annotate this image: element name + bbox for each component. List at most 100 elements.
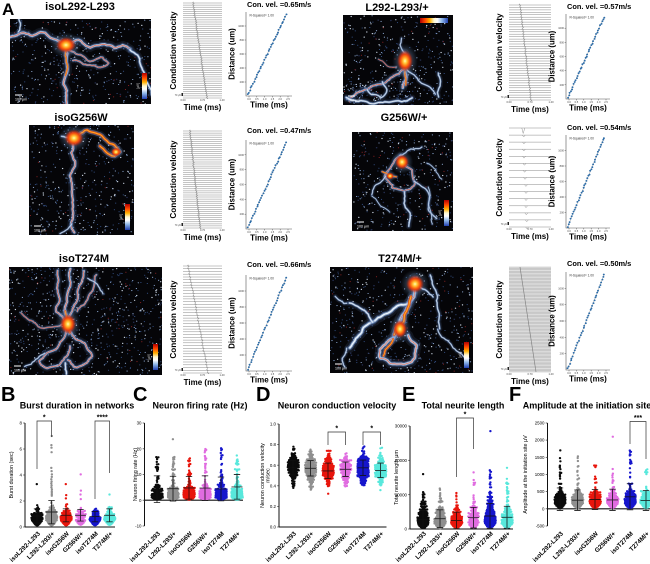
- svg-text:0.0: 0.0: [567, 100, 571, 104]
- svg-text:0.00: 0.00: [180, 98, 186, 102]
- svg-text:Burst duration (sec): Burst duration (sec): [9, 451, 15, 498]
- svg-text:1.40: 1.40: [219, 98, 225, 102]
- svg-text:800: 800: [560, 40, 565, 44]
- svg-text:Time (ms): Time (ms): [250, 101, 288, 110]
- svg-text:[μV]: [μV]: [136, 83, 140, 89]
- svg-text:Conduction velocity: Conduction velocity: [169, 140, 178, 219]
- svg-text:1.0: 1.0: [263, 97, 267, 101]
- svg-text:1.5: 1.5: [589, 229, 593, 233]
- svg-text:isoL292-L293: isoL292-L293: [45, 1, 115, 13]
- svg-text:1.5: 1.5: [589, 100, 593, 104]
- svg-text:Conduction velocity: Conduction velocity: [495, 138, 504, 217]
- svg-text:500: 500: [537, 489, 545, 494]
- svg-text:2.0: 2.0: [597, 229, 601, 233]
- svg-text:Distance (um): Distance (um): [548, 295, 557, 347]
- svg-text:0.6: 0.6: [270, 463, 277, 468]
- svg-text:1000: 1000: [238, 289, 244, 293]
- svg-text:Distance (um): Distance (um): [228, 28, 237, 80]
- svg-text:Conduction velocity: Conduction velocity: [169, 280, 178, 359]
- svg-text:Total neurite length μm: Total neurite length μm: [394, 450, 400, 505]
- svg-text:Neuron firing rate (Hz): Neuron firing rate (Hz): [152, 401, 247, 411]
- svg-text:[μV]: [μV]: [458, 352, 462, 358]
- svg-text:600: 600: [560, 180, 565, 184]
- svg-text:600: 600: [240, 321, 245, 325]
- svg-text:1.40: 1.40: [219, 228, 225, 232]
- svg-text:200: 200: [560, 352, 565, 356]
- svg-text:100 μm: 100 μm: [14, 369, 26, 373]
- svg-text:1500: 1500: [535, 455, 545, 460]
- svg-text:2.0: 2.0: [597, 371, 601, 375]
- svg-text:Time (ms): Time (ms): [184, 378, 222, 387]
- svg-text:0.00: 0.00: [506, 372, 512, 376]
- svg-text:200: 200: [240, 212, 245, 216]
- svg-text:Amplitude at the initiation si: Amplitude at the initiation site: [523, 401, 650, 411]
- svg-text:0.8: 0.8: [270, 442, 277, 447]
- svg-text:Time (ms): Time (ms): [511, 105, 549, 114]
- svg-text:isoT274M: isoT274M: [59, 253, 109, 265]
- svg-text:Time (ms): Time (ms): [511, 232, 549, 241]
- svg-text:D: D: [256, 384, 270, 406]
- svg-text:Con. vel. =0.65m/s: Con. vel. =0.65m/s: [247, 0, 311, 9]
- svg-text:[μV]: [μV]: [119, 214, 123, 220]
- svg-text:100 μm: 100 μm: [34, 229, 46, 233]
- svg-text:2.5: 2.5: [286, 97, 290, 101]
- svg-text:1000: 1000: [558, 286, 564, 290]
- svg-text:1.5: 1.5: [271, 230, 275, 234]
- svg-text:1000: 1000: [238, 153, 244, 157]
- svg-text:2.0: 2.0: [278, 97, 282, 101]
- svg-text:*: *: [335, 426, 338, 433]
- svg-text:Con. vel. =0.50m/s: Con. vel. =0.50m/s: [567, 259, 631, 268]
- svg-text:0.00: 0.00: [180, 373, 186, 377]
- svg-text:1.0: 1.0: [263, 230, 267, 234]
- svg-text:0.00: 0.00: [506, 100, 512, 104]
- svg-text:Time (ms): Time (ms): [250, 234, 288, 243]
- svg-text:2.5: 2.5: [286, 372, 290, 376]
- svg-text:Distance (um): Distance (um): [548, 30, 557, 82]
- svg-text:2000: 2000: [535, 438, 545, 443]
- svg-text:2.5: 2.5: [604, 371, 608, 375]
- svg-text:T274M/+: T274M/+: [378, 253, 422, 265]
- svg-text:Time (ms): Time (ms): [184, 233, 222, 242]
- svg-text:Total neurite length: Total neurite length: [422, 401, 505, 411]
- svg-text:-500: -500: [536, 524, 545, 529]
- svg-text:600: 600: [240, 52, 245, 56]
- svg-text:[μV]: [μV]: [147, 354, 151, 360]
- svg-text:R-Squared= 1.00: R-Squared= 1.00: [570, 274, 595, 278]
- svg-text:0.5: 0.5: [575, 100, 579, 104]
- svg-text:Conduction velocity: Conduction velocity: [495, 13, 504, 92]
- svg-text:1.0: 1.0: [270, 422, 277, 427]
- svg-text:0.0: 0.0: [247, 372, 251, 376]
- svg-text:R-Squared= 1.00: R-Squared= 1.00: [570, 16, 595, 20]
- svg-text:Neuron conduction velocity: Neuron conduction velocity: [260, 443, 266, 508]
- svg-text:100 μm: 100 μm: [348, 99, 360, 103]
- svg-text:Neuron conduction velocity: Neuron conduction velocity: [278, 401, 397, 411]
- svg-text:G256W/+: G256W/+: [381, 112, 428, 124]
- svg-text:Amplitude at the initiation si: Amplitude at the initiation site μV: [523, 435, 529, 514]
- svg-text:8: 8: [20, 421, 23, 426]
- svg-text:200: 200: [240, 353, 245, 357]
- svg-text:****: ****: [97, 415, 108, 422]
- svg-text:2: 2: [20, 499, 23, 504]
- svg-text:600: 600: [560, 319, 565, 323]
- svg-text:0.5: 0.5: [255, 372, 259, 376]
- svg-text:20000: 20000: [395, 458, 408, 463]
- svg-text:B: B: [1, 384, 15, 406]
- svg-text:200: 200: [560, 211, 565, 215]
- svg-text:70 μV: 70 μV: [175, 94, 182, 97]
- svg-text:1000: 1000: [558, 26, 564, 30]
- svg-text:Con. vel. =0.57m/s: Con. vel. =0.57m/s: [567, 2, 631, 11]
- svg-text:400: 400: [240, 66, 245, 70]
- svg-text:Neuron firing rate (Hz): Neuron firing rate (Hz): [133, 448, 139, 502]
- svg-text:F: F: [509, 384, 521, 406]
- svg-text:isoG256W: isoG256W: [54, 112, 108, 124]
- svg-text:A: A: [2, 0, 14, 19]
- svg-text:800: 800: [560, 164, 565, 168]
- svg-text:2.5: 2.5: [286, 230, 290, 234]
- svg-text:0.0: 0.0: [567, 229, 571, 233]
- svg-text:Time (ms): Time (ms): [250, 376, 288, 385]
- svg-text:0.0: 0.0: [247, 230, 251, 234]
- svg-text:R-Squared= 1.00: R-Squared= 1.00: [570, 137, 595, 141]
- svg-text:0.70: 0.70: [200, 98, 206, 102]
- svg-text:0.00: 0.00: [506, 227, 512, 231]
- svg-text:0: 0: [405, 527, 408, 532]
